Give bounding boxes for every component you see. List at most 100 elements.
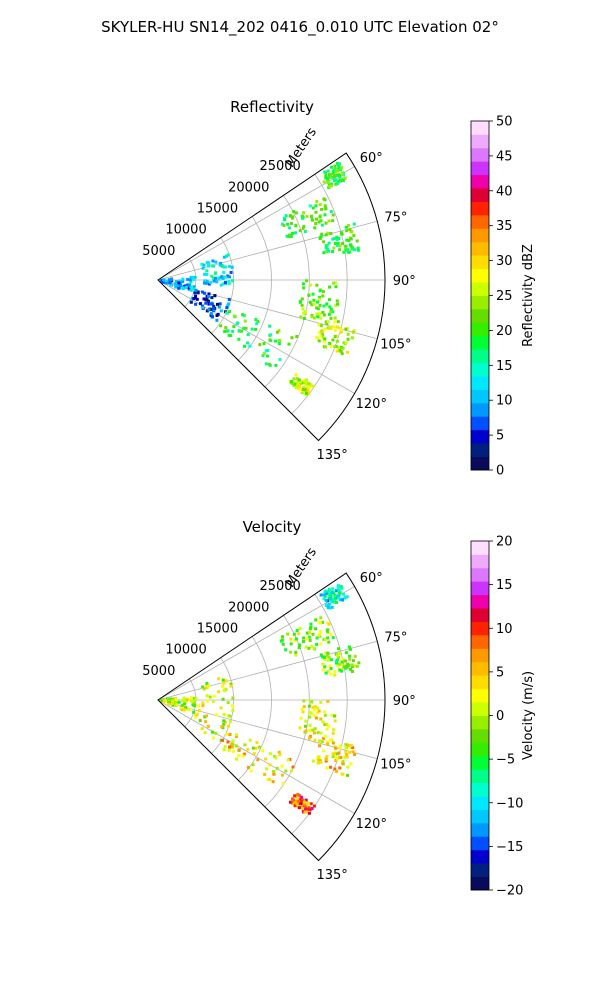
velocity-echo-pixel <box>224 679 228 683</box>
reflectivity-echo-pixel <box>317 297 321 301</box>
reflectivity-echo-pixel <box>353 248 357 252</box>
velocity-echo-pixel <box>226 740 230 744</box>
reflectivity-echo-pixel <box>345 238 349 242</box>
reflectivity-echo-pixel <box>230 265 234 269</box>
velocity-echo-pixel <box>318 759 322 763</box>
velocity-grid-spoke-120 <box>157 699 355 814</box>
velocity-echo-pixel <box>182 696 186 700</box>
reflectivity-echo-pixel <box>310 315 314 319</box>
reflectivity-echo-pixel <box>218 263 222 267</box>
velocity-colorbar-segment <box>471 728 489 743</box>
reflectivity-echo-pixel <box>319 235 323 239</box>
reflectivity-echo-pixel <box>246 333 250 337</box>
reflectivity-colorbar-segment <box>471 188 489 202</box>
velocity-theta-tick-label: 120° <box>356 817 387 832</box>
reflectivity-echo-pixel <box>222 270 226 274</box>
reflectivity-colorbar-segment <box>471 241 489 256</box>
reflectivity-echo-pixel <box>311 206 315 210</box>
velocity-echo-pixel <box>353 654 357 658</box>
reflectivity-echo-pixel <box>280 222 284 226</box>
reflectivity-echo-pixel <box>206 264 210 268</box>
reflectivity-colorbar-segment <box>471 201 489 216</box>
reflectivity-echo-pixel <box>209 312 213 316</box>
velocity-echo-pixel <box>327 596 331 600</box>
velocity-radial-label: Meters <box>283 545 320 590</box>
reflectivity-echo-pixel <box>227 297 231 301</box>
reflectivity-echo-pixel <box>301 307 305 311</box>
velocity-echo-pixel <box>295 629 299 633</box>
reflectivity-echo-pixel <box>228 310 232 314</box>
velocity-echo-pixel <box>329 598 333 602</box>
reflectivity-echo-pixel <box>227 333 231 337</box>
velocity-echo-pixel <box>344 743 348 747</box>
reflectivity-echo-pixel <box>294 224 298 228</box>
reflectivity-echo-pixel <box>186 277 190 281</box>
velocity-theta-tick-label: 135° <box>316 868 347 883</box>
reflectivity-echo-pixel <box>311 384 315 388</box>
reflectivity-theta-tick-label: 120° <box>356 397 387 412</box>
reflectivity-echo-pixel <box>229 270 233 274</box>
velocity-echo-pixel <box>317 755 321 759</box>
velocity-echo-pixel <box>338 744 342 748</box>
velocity-echo-pixel <box>172 699 176 703</box>
reflectivity-grid-arc-15000 <box>237 216 272 361</box>
velocity-echo-pixel <box>217 677 221 681</box>
reflectivity-echo-pixel <box>311 292 315 296</box>
reflectivity-echo-pixel <box>317 330 321 334</box>
reflectivity-colorbar-segment <box>471 121 489 135</box>
reflectivity-echo-pixel <box>326 231 330 235</box>
velocity-echo-pixel <box>334 746 338 750</box>
velocity-echo-pixel <box>353 753 357 757</box>
velocity-echo-pixel <box>350 669 354 673</box>
reflectivity-colorbar-segment <box>471 161 489 176</box>
velocity-echo-pixel <box>305 810 309 814</box>
velocity-echo-pixel <box>275 766 279 770</box>
velocity-echo-pixel <box>327 587 331 591</box>
velocity-echo-pixel <box>326 591 330 595</box>
velocity-echo-pixel <box>211 736 215 740</box>
reflectivity-echo-pixel <box>287 342 291 346</box>
reflectivity-echo-pixel <box>189 280 193 284</box>
reflectivity-echo-pixel <box>229 334 233 338</box>
velocity-echo-pixel <box>174 698 178 702</box>
velocity-echo-pixel <box>217 690 221 694</box>
reflectivity-echo-pixel <box>213 271 217 275</box>
reflectivity-echo-pixel <box>319 219 323 223</box>
reflectivity-echo-pixel <box>231 329 235 333</box>
velocity-echo-pixel <box>327 724 331 728</box>
velocity-echo-pixel <box>330 591 334 595</box>
velocity-echo-pixel <box>304 807 308 811</box>
reflectivity-echo-pixel <box>189 300 193 304</box>
reflectivity-echo-pixel <box>168 281 172 285</box>
velocity-echo-pixel <box>335 757 339 761</box>
reflectivity-echo-pixel <box>322 313 326 317</box>
velocity-echo-pixel <box>299 802 303 806</box>
velocity-echo-pixel <box>215 713 219 717</box>
velocity-echo-inner-echoes <box>193 677 235 742</box>
reflectivity-echo-pixel <box>317 323 321 327</box>
reflectivity-echo-pixel <box>323 170 327 174</box>
velocity-echo-pixel <box>317 709 321 713</box>
reflectivity-r-tick-label: 10000 <box>165 223 206 238</box>
velocity-echo-pixel <box>205 714 209 718</box>
velocity-echo-pixel <box>255 740 259 744</box>
reflectivity-echo-pixel <box>324 174 328 178</box>
reflectivity-echo-pixel <box>318 303 322 307</box>
reflectivity-echo-pixel <box>309 383 313 387</box>
reflectivity-echo-pixel <box>335 244 339 248</box>
reflectivity-echo-pixel <box>333 179 337 183</box>
reflectivity-colorbar-segment <box>471 268 489 283</box>
velocity-echo-pixel <box>337 751 341 755</box>
velocity-echo-pixel <box>323 595 327 599</box>
reflectivity-echo-pixel <box>207 294 211 298</box>
reflectivity-echo-pixel <box>181 277 185 281</box>
velocity-colorbar-segment <box>471 742 489 757</box>
reflectivity-echo-pixel <box>308 300 312 304</box>
velocity-echo-pixel <box>342 665 346 669</box>
reflectivity-echo-pixel <box>224 254 228 258</box>
velocity-echo-pixel <box>308 736 312 740</box>
velocity-echo-pixel <box>167 702 171 706</box>
velocity-echo-pixel <box>279 639 283 643</box>
velocity-colorbar-label: Velocity (m/s) <box>521 671 536 760</box>
velocity-echo-pixel <box>298 643 302 647</box>
